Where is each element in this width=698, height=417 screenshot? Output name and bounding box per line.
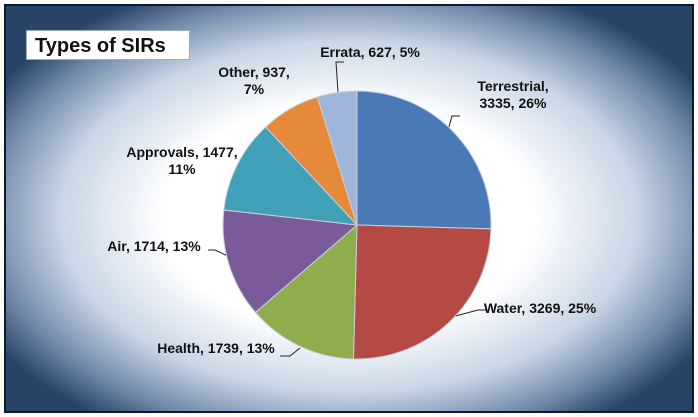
- leader-line: [447, 115, 460, 131]
- pie-slice: [223, 126, 359, 226]
- pie-slice: [352, 224, 492, 360]
- data-label: Approvals, 1477, 11%: [126, 144, 238, 177]
- leader-lines: [208, 61, 486, 357]
- data-label: Water, 3269, 25%: [483, 300, 597, 316]
- pie-slice: [356, 90, 492, 230]
- pie-slice: [222, 209, 359, 314]
- leader-line: [447, 309, 486, 319]
- pie-slice: [254, 223, 358, 360]
- data-label: Terrestrial, 3335, 26%: [477, 78, 549, 111]
- data-label: Health, 1739, 13%: [157, 340, 275, 356]
- data-label: Other, 937, 7%: [218, 64, 290, 97]
- leader-line: [335, 61, 344, 93]
- leader-line: [280, 347, 301, 357]
- data-label: Air, 1714, 13%: [107, 238, 201, 254]
- chart-title: Types of SIRs: [26, 30, 190, 60]
- data-label: Errata, 627, 5%: [320, 44, 420, 60]
- pie-slice: [316, 90, 358, 226]
